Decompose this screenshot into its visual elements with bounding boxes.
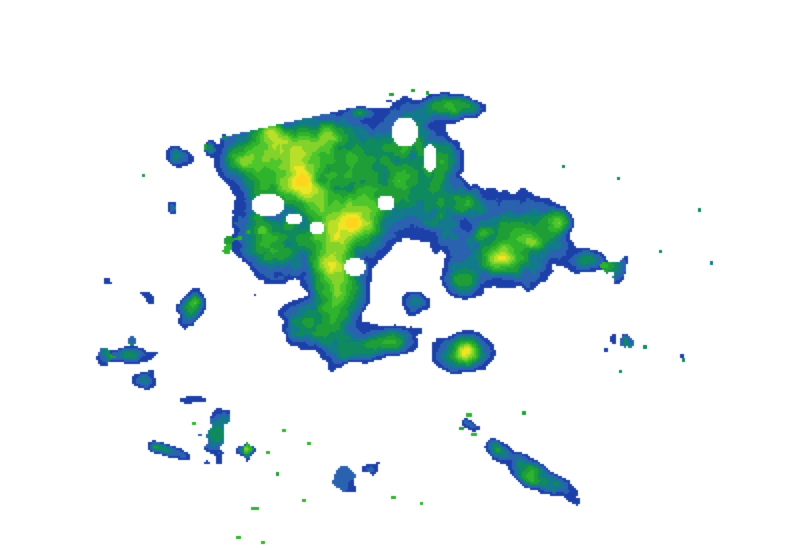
- radar-map: [0, 0, 800, 550]
- radar-echo-canvas: [0, 0, 800, 550]
